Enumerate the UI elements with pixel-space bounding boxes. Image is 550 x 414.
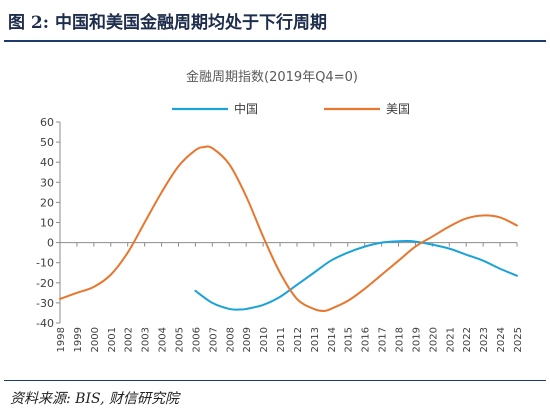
y-tick-label: 60 [40,116,54,129]
y-tick-label: 30 [40,176,54,189]
header-rule [4,40,546,42]
y-tick-label: -20 [36,277,54,290]
source-note: 资料来源: BIS, 财信研究院 [10,391,179,407]
x-tick-label: 2008 [225,327,236,352]
x-tick-label: 2019 [411,327,422,352]
y-tick-label: 40 [40,156,54,169]
x-tick-label: 2022 [462,327,473,352]
y-tick-label: -10 [36,257,54,270]
x-tick-label: 2025 [513,327,524,352]
x-tick-label: 2009 [242,327,253,352]
x-tick-label: 1999 [73,327,84,352]
x-tick-label: 2016 [361,327,372,352]
y-tick-label: -40 [36,317,54,330]
x-tick-label: 2010 [259,327,270,352]
x-axis: 1998 1999 2000 2001 2002 2003 2004 2005 2006 2007… [56,242,524,352]
chart-title: 金融周期指数(2019年Q4=0) [186,69,358,85]
y-tick-label: -30 [36,297,54,310]
x-tick-label: 1998 [56,327,67,352]
y-axis: 60 50 40 30 20 10 0 -10 -20 -30 -40 [36,116,61,330]
series-line-china [194,239,518,311]
x-tick-label: 2006 [191,327,202,352]
footer-rule [4,380,546,381]
y-tick-label: 0 [47,237,54,250]
x-tick-label: 2015 [344,327,355,352]
x-tick-label: 2000 [90,327,101,352]
y-tick-label: 10 [40,217,54,230]
x-tick-label: 2007 [208,327,219,352]
x-tick-label: 2024 [496,327,507,352]
x-tick-label: 2014 [327,327,338,352]
x-tick-label: 2002 [124,327,135,352]
figure-title: 图 2: 中国和美国金融周期均处于下行周期 [8,13,327,33]
y-tick-label: 20 [40,196,54,209]
y-tick-label: 50 [40,136,54,149]
x-tick-label: 2001 [107,327,118,352]
legend-label-china: 中国 [234,101,258,116]
x-tick-label: 2004 [158,327,169,352]
series-layer [59,145,518,312]
x-tick-label: 2011 [276,327,287,352]
figure-header: 图 2: 中国和美国金融周期均处于下行周期 [0,0,550,40]
x-tick-label: 2018 [395,327,406,352]
x-tick-label: 2023 [479,327,490,352]
legend-label-usa: 美国 [386,102,410,116]
x-tick-label: 2017 [378,327,389,352]
series-line-usa [59,145,518,312]
financial-cycle-line-chart: 金融周期指数(2019年Q4=0) 中国 美国 6050403020100-10-… [36,69,524,352]
legend: 中国 美国 [172,101,410,116]
x-tick-label: 2020 [428,327,439,352]
x-tick-label: 2021 [445,327,456,352]
x-tick-label: 2005 [174,327,185,352]
x-tick-label: 2003 [141,327,152,352]
x-tick-label: 2012 [293,327,304,352]
x-tick-label: 2013 [310,327,321,352]
